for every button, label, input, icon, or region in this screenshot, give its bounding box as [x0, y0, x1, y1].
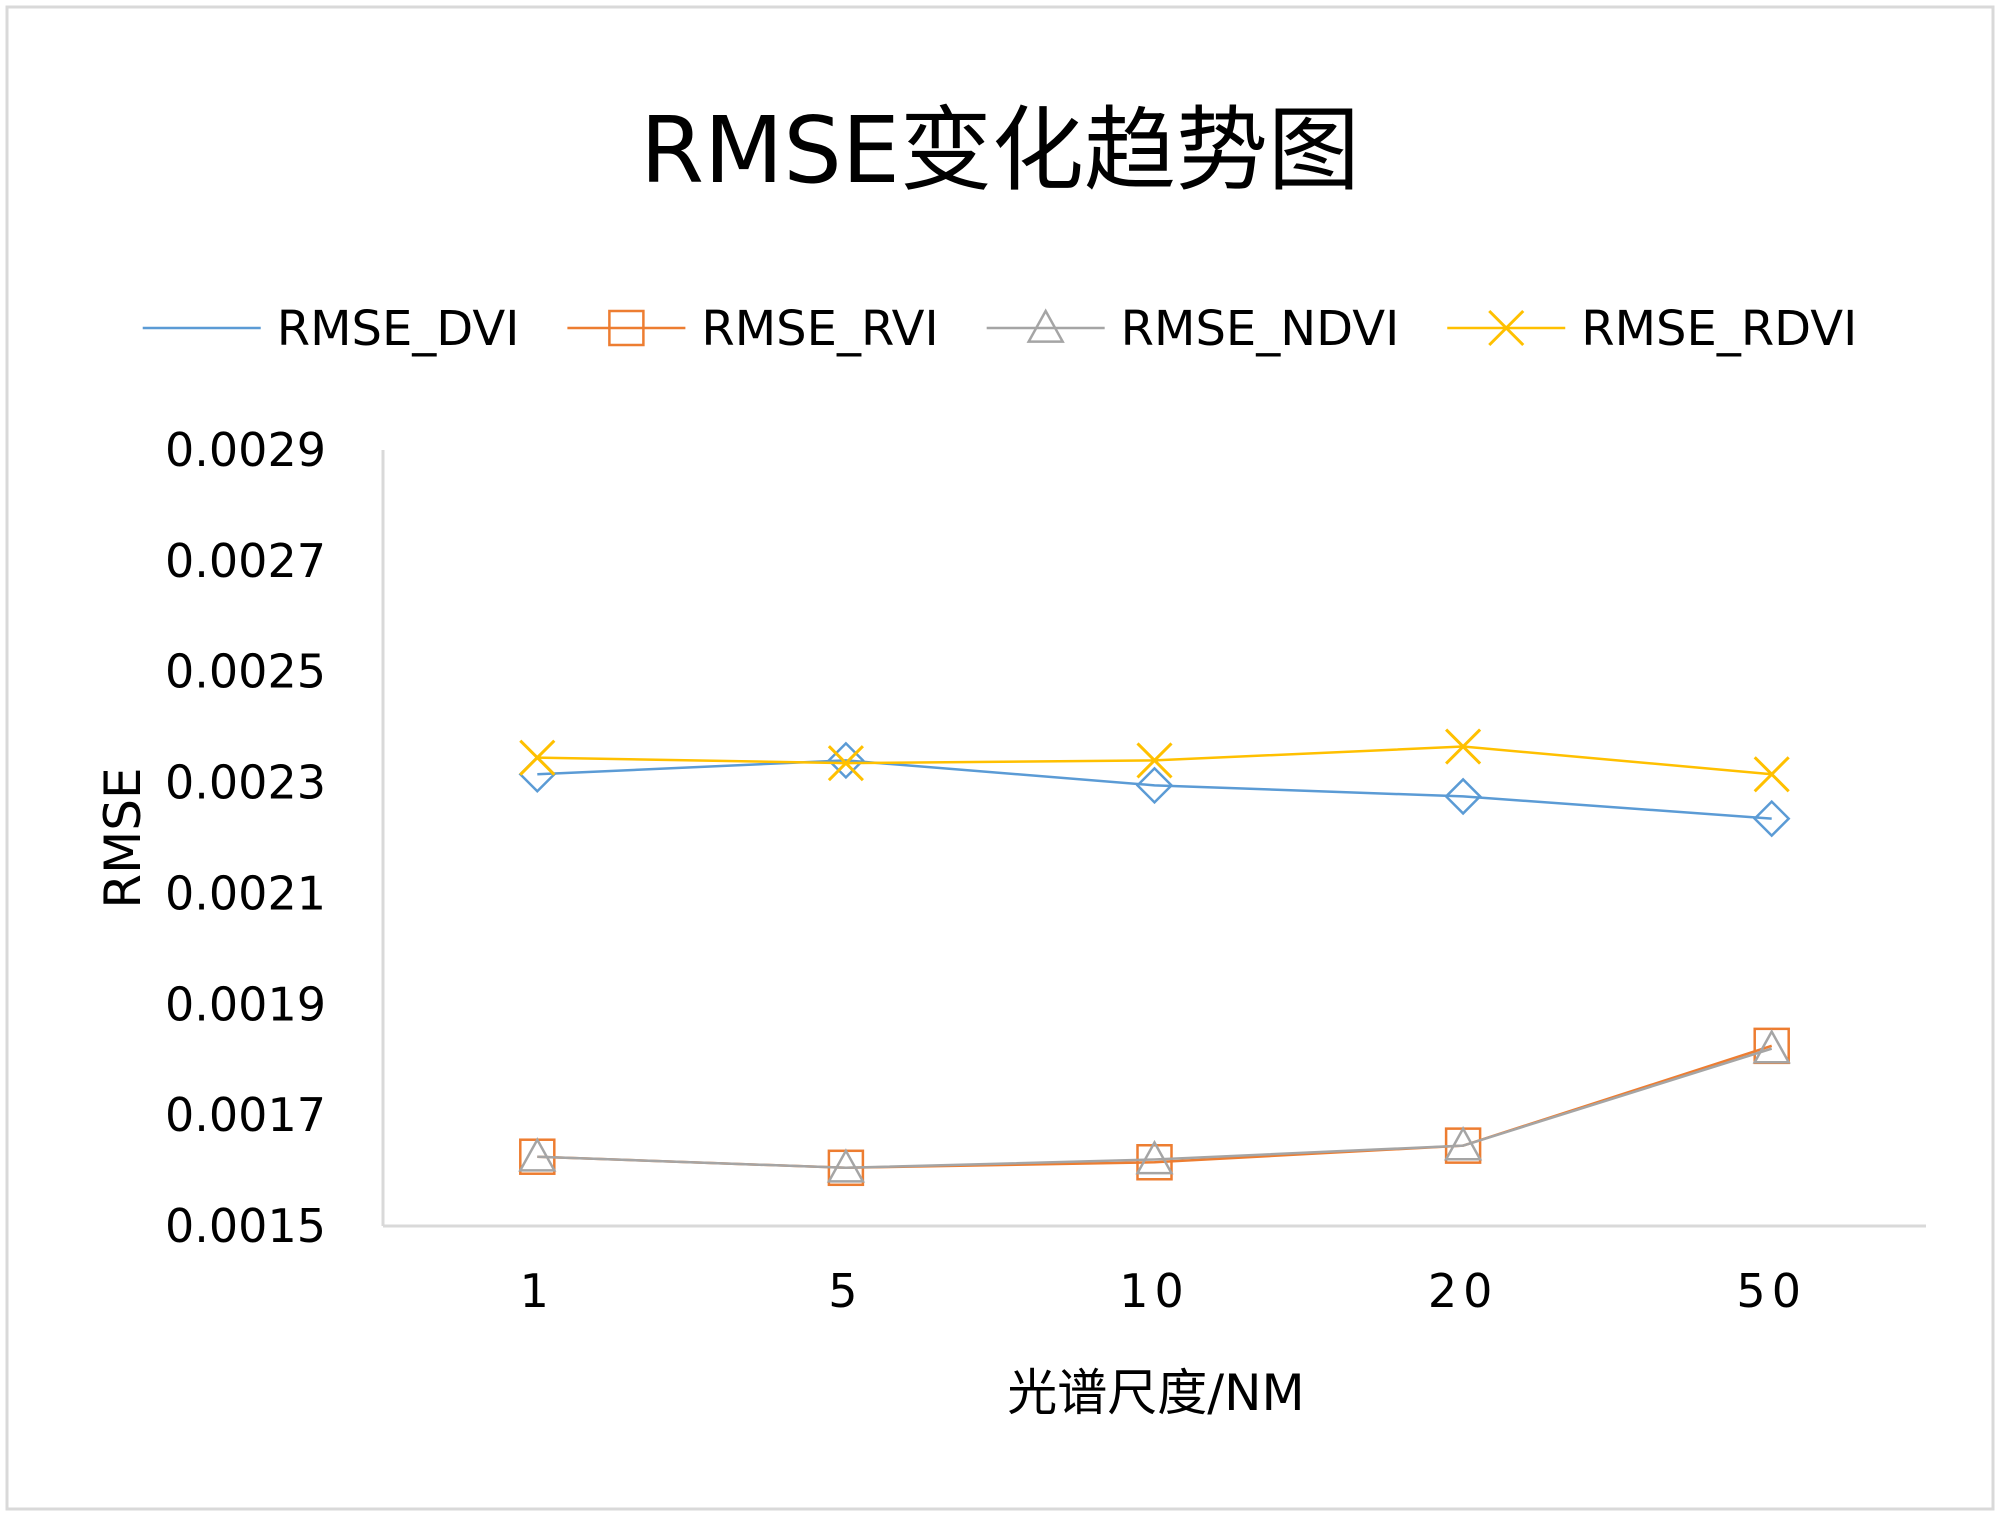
legend-label: RMSE_NDVI: [1121, 301, 1400, 357]
data-point-marker: [1136, 742, 1173, 779]
data-point-marker: [1752, 1029, 1791, 1064]
legend: RMSE_DVI RMSE_RVI RMSE_NDVI RMSE_RDVI: [142, 301, 1857, 357]
data-point-marker: [827, 745, 864, 782]
series-rmse-ndvi: [518, 1029, 1791, 1183]
y-tick-label: 0.0021: [165, 866, 326, 920]
y-tick-label: 0.0017: [165, 1088, 326, 1142]
legend-label: RMSE_RDVI: [1581, 301, 1857, 357]
legend-marker: [608, 309, 645, 347]
data-point-marker: [1136, 1144, 1173, 1181]
data-point-marker: [1752, 799, 1791, 838]
data-point-marker: [827, 741, 865, 780]
y-tick-label: 0.0029: [165, 423, 326, 477]
y-tick-label: 0.0025: [165, 645, 326, 699]
y-tick-label: 0.0023: [165, 756, 326, 810]
data-point-marker: [826, 1148, 866, 1183]
data-point-marker: [1444, 777, 1482, 816]
data-point-marker: [1753, 756, 1790, 793]
data-point-marker: [1445, 728, 1482, 765]
legend-marker: [1488, 309, 1525, 347]
y-tick-label: 0.0015: [165, 1199, 326, 1253]
data-point-marker: [1135, 1139, 1174, 1175]
data-point-marker: [518, 1137, 557, 1172]
series-line: [537, 1047, 1773, 1170]
legend-item: RMSE_RVI: [567, 301, 939, 357]
legend-item: RMSE_DVI: [142, 301, 520, 357]
series-rmse-rdvi: [519, 728, 1790, 793]
chart-title: RMSE变化趋势图: [640, 97, 1360, 204]
legend-item: RMSE_RDVI: [1447, 301, 1857, 357]
x-tick-label: 50: [1736, 1264, 1807, 1318]
legend-marker: [1026, 308, 1065, 343]
series-line: [537, 759, 1772, 820]
legend-label: RMSE_RVI: [701, 301, 938, 357]
chart-border: [5, 5, 1995, 1511]
series-rmse-dvi: [518, 741, 1791, 838]
data-point-marker: [1135, 766, 1174, 805]
x-tick-label: 10: [1119, 1264, 1190, 1318]
x-axis-label: 光谱尺度/NM: [1007, 1364, 1304, 1422]
y-axis-label: RMSE: [94, 767, 152, 908]
plot-area: [518, 728, 1791, 1187]
data-point-marker: [1443, 1126, 1483, 1161]
x-tick-label: 5: [828, 1264, 863, 1318]
x-tick-label: 20: [1428, 1264, 1499, 1318]
y-axis-ticks: 0.0015 0.0017 0.0019 0.0021 0.0023 0.0025 0.00…: [165, 423, 326, 1253]
x-axis-ticks: 1 5 10 20 50: [520, 1264, 1807, 1318]
y-tick-label: 0.0019: [165, 977, 326, 1031]
data-point-marker: [519, 739, 556, 776]
legend-label: RMSE_DVI: [277, 301, 520, 357]
legend-item: RMSE_NDVI: [986, 301, 1400, 357]
y-tick-label: 0.0027: [165, 534, 326, 588]
x-tick-label: 1: [520, 1264, 555, 1318]
